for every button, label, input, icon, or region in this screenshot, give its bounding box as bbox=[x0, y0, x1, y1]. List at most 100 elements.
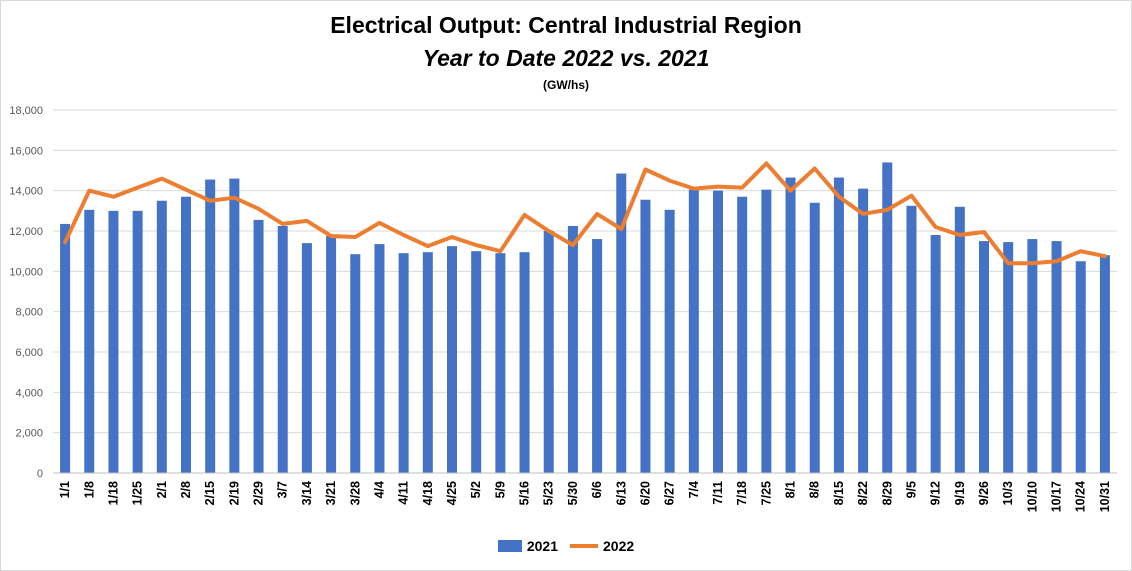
bar-2021 bbox=[253, 219, 264, 473]
x-tick-label: 2/29 bbox=[252, 481, 266, 505]
bar-2021 bbox=[229, 178, 240, 474]
x-tick-label: 2/1 bbox=[155, 481, 169, 498]
x-tick-label: 4/11 bbox=[397, 481, 411, 505]
x-tick-label: 5/30 bbox=[566, 481, 580, 505]
legend-label-2021: 2021 bbox=[526, 538, 558, 554]
x-tick-label: 3/14 bbox=[300, 481, 314, 505]
x-tick-label: 9/5 bbox=[904, 481, 918, 498]
y-tick-label: 14,000 bbox=[9, 186, 43, 198]
x-tick-label: 3/21 bbox=[324, 481, 338, 505]
bar-2021 bbox=[132, 210, 143, 474]
x-tick-label: 5/16 bbox=[518, 481, 532, 505]
x-tick-label: 9/26 bbox=[977, 481, 991, 505]
bar-2021 bbox=[616, 173, 627, 473]
bar-2021 bbox=[471, 251, 482, 473]
x-tick-label: 6/20 bbox=[638, 481, 652, 505]
y-tick-label: 4,000 bbox=[15, 387, 43, 399]
x-tick-label: 8/22 bbox=[856, 481, 870, 505]
bar-2021 bbox=[1027, 239, 1038, 473]
x-tick-label: 4/18 bbox=[421, 481, 435, 505]
x-tick-label: 10/17 bbox=[1050, 481, 1064, 512]
x-tick-label: 2/19 bbox=[227, 481, 241, 505]
x-tick-label: 9/12 bbox=[929, 481, 943, 505]
bar-2021 bbox=[761, 189, 772, 474]
legend-swatch-2022 bbox=[570, 544, 598, 548]
bar-2021 bbox=[954, 206, 965, 474]
bar-2021 bbox=[60, 223, 71, 473]
bar-2021 bbox=[906, 205, 917, 473]
bar-2021 bbox=[519, 252, 530, 473]
x-tick-label: 10/31 bbox=[1098, 481, 1112, 512]
x-tick-label: 3/28 bbox=[348, 481, 362, 505]
legend-item-2022: 2022 bbox=[570, 538, 634, 554]
x-tick-label: 5/9 bbox=[493, 481, 507, 498]
legend-label-2022: 2022 bbox=[603, 538, 635, 554]
bars-2021 bbox=[60, 162, 1110, 474]
bar-2021 bbox=[1099, 255, 1110, 473]
x-tick-label: 8/29 bbox=[880, 481, 894, 505]
bar-2021 bbox=[495, 253, 506, 473]
bar-2021 bbox=[447, 246, 457, 473]
x-tick-label: 6/6 bbox=[590, 481, 604, 498]
chart-unit-label: (GW/hs) bbox=[543, 78, 589, 92]
x-tick-label: 5/23 bbox=[542, 481, 556, 505]
x-tick-label: 8/8 bbox=[808, 481, 822, 498]
bar-2021 bbox=[688, 189, 699, 474]
x-tick-label: 8/1 bbox=[784, 481, 798, 498]
y-tick-label: 16,000 bbox=[9, 145, 43, 157]
bar-2021 bbox=[181, 196, 191, 473]
bar-2021 bbox=[882, 162, 893, 473]
bar-2021 bbox=[640, 199, 651, 473]
bar-2021 bbox=[1075, 261, 1086, 473]
x-tick-label: 10/24 bbox=[1074, 481, 1088, 512]
bar-2021 bbox=[156, 200, 167, 473]
y-tick-label: 2,000 bbox=[15, 428, 43, 440]
x-tick-label: 8/15 bbox=[832, 481, 846, 505]
bar-2021 bbox=[1051, 241, 1062, 473]
x-tick-label: 4/4 bbox=[372, 481, 386, 498]
bar-2021 bbox=[374, 244, 385, 473]
legend-swatch-2021 bbox=[497, 540, 522, 552]
bar-2021 bbox=[543, 231, 554, 473]
bar-2021 bbox=[422, 252, 433, 473]
bar-2021 bbox=[592, 239, 603, 473]
x-tick-label: 9/19 bbox=[953, 481, 967, 505]
chart-title: Electrical Output: Central Industrial Re… bbox=[330, 12, 802, 38]
bar-2021 bbox=[350, 254, 361, 473]
x-tick-label: 1/25 bbox=[131, 481, 145, 505]
bar-2021 bbox=[84, 209, 95, 473]
x-tick-label: 3/7 bbox=[276, 481, 290, 498]
bar-2021 bbox=[1003, 242, 1014, 473]
y-tick-label: 6,000 bbox=[15, 347, 43, 359]
y-tick-label: 8,000 bbox=[15, 307, 43, 319]
bar-2021 bbox=[326, 236, 337, 473]
bar-2021 bbox=[833, 177, 844, 473]
x-tick-label: 6/27 bbox=[663, 481, 677, 505]
line-2022 bbox=[63, 161, 1107, 266]
bar-2021 bbox=[785, 177, 796, 473]
y-tick-label: 12,000 bbox=[9, 226, 43, 238]
x-tick-label: 1/1 bbox=[58, 481, 72, 498]
x-tick-label: 10/10 bbox=[1025, 481, 1039, 512]
x-tick-label: 2/15 bbox=[203, 481, 217, 505]
x-tick-label: 7/18 bbox=[735, 481, 749, 505]
x-tick-label: 6/13 bbox=[614, 481, 628, 505]
y-tick-label: 0 bbox=[37, 468, 43, 480]
x-tick-label: 7/25 bbox=[759, 481, 773, 505]
bar-2021 bbox=[664, 209, 675, 473]
x-tick-label: 1/8 bbox=[82, 481, 96, 498]
bar-2021 bbox=[301, 243, 312, 473]
bar-2021 bbox=[398, 253, 409, 473]
bar-2021 bbox=[567, 225, 578, 473]
bar-2021 bbox=[205, 179, 216, 473]
bar-2021 bbox=[930, 235, 941, 473]
y-axis-ticks: 0 2,000 4,000 6,000 8,000 10,000 12,000 14,000 1… bbox=[9, 105, 43, 480]
bar-2021 bbox=[108, 210, 119, 474]
legend-item-2021: 2021 bbox=[497, 538, 558, 554]
legend: 2021 2022 bbox=[0, 538, 1132, 554]
series-line-2022 bbox=[63, 161, 1107, 266]
x-tick-label: 1/18 bbox=[106, 481, 120, 505]
x-tick-label: 5/2 bbox=[469, 481, 483, 498]
chart-subtitle: Year to Date 2022 vs. 2021 bbox=[422, 45, 710, 71]
